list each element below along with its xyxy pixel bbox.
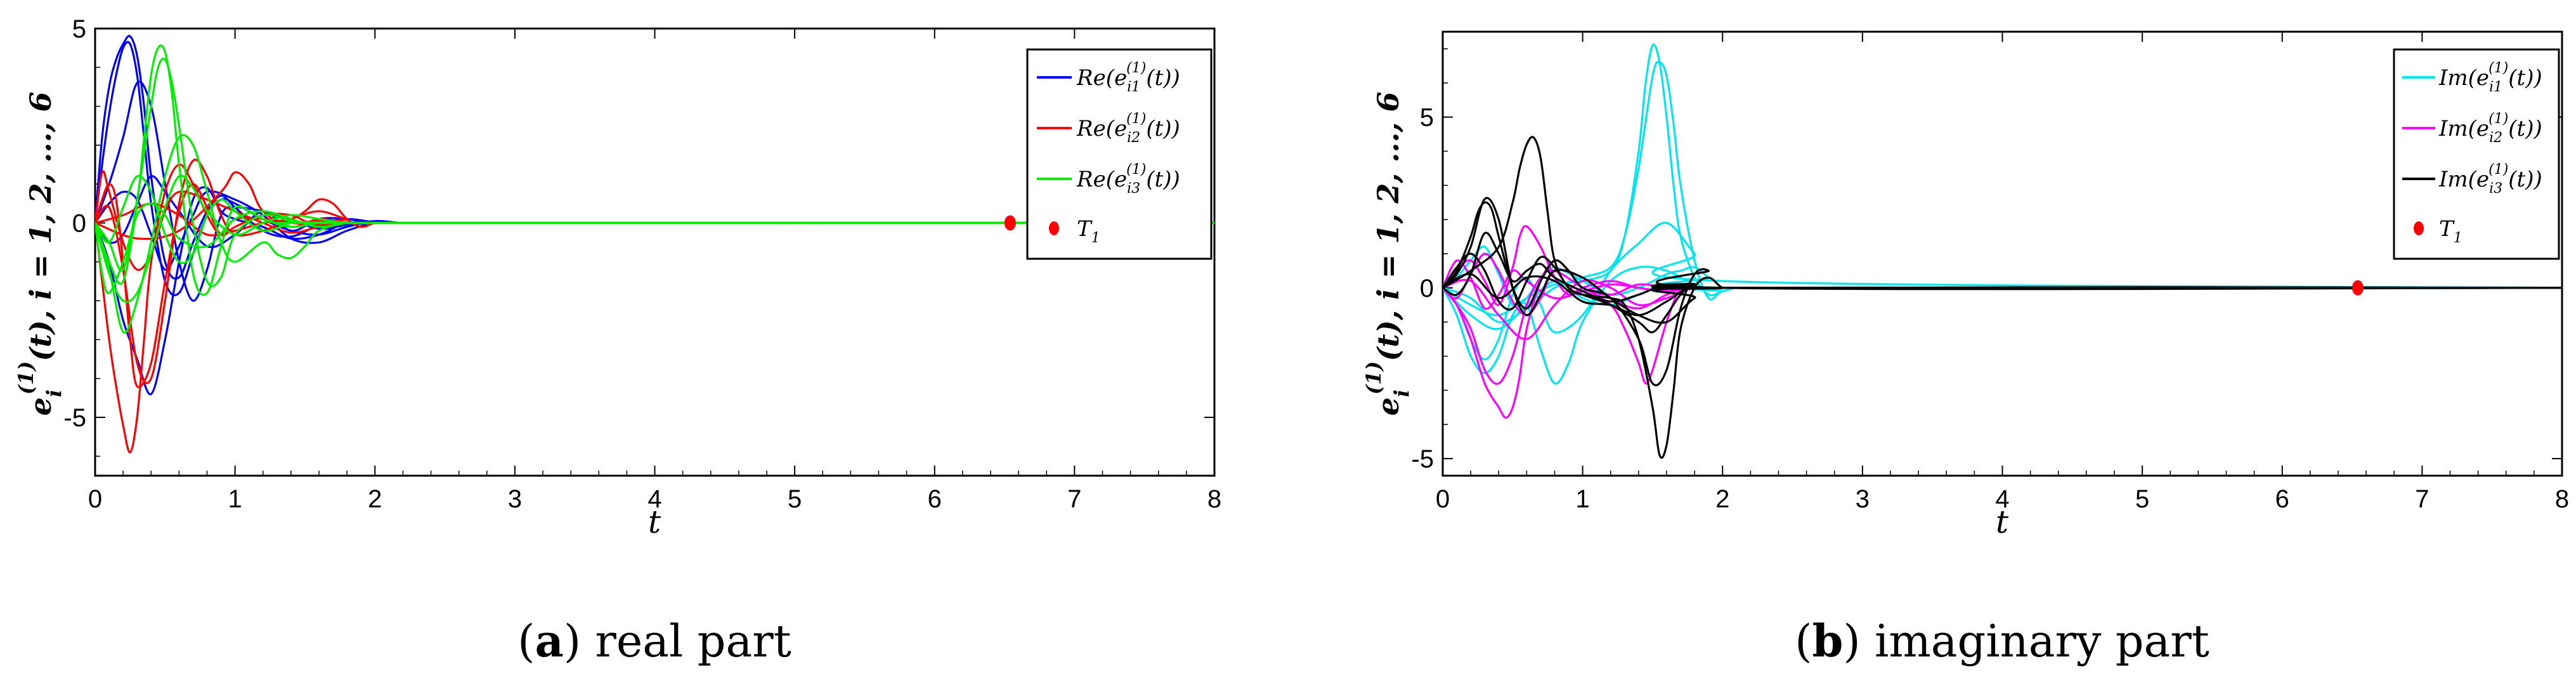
panel-a-series-3-curve-6 [95, 202, 1214, 294]
panel-b-ytick-label-1: 0 [1420, 275, 1434, 303]
svg-text:ei(1)(t), i = 1, 2, ..., 6: ei(1)(t), i = 1, 2, ..., 6 [14, 92, 66, 416]
panel-b-caption-text: imaginary part [1875, 615, 2209, 667]
panel-a-xtick-label-2: 2 [368, 485, 382, 513]
panel-b-xtick-label-8: 8 [2555, 485, 2569, 513]
panel-a-xtick-label-6: 6 [928, 485, 942, 513]
svg-text:ei(1)(t), i = 1, 2, ..., 6: ei(1)(t), i = 1, 2, ..., 6 [1362, 92, 1414, 416]
panel-a-xtick-label-0: 0 [88, 485, 102, 513]
panel-b-xtick-label-6: 6 [2275, 485, 2289, 513]
panel-b-ytick-label-2: 5 [1420, 104, 1434, 132]
panel-a: 0 1 2 3 4 5 6 7 8 -5 0 5 t ei(1)(t), i = 1, 2, ...,… [14, 15, 1221, 667]
panel-a-legend-box [1026, 48, 1213, 260]
panel-a-caption: (a) real part [517, 615, 791, 667]
panel-a-caption-label: a [535, 615, 563, 667]
panel-a-ytick-label-1: 0 [72, 210, 86, 238]
panel-b-t1-marker [2352, 280, 2364, 296]
panel-a-ytick-label-2: 5 [72, 15, 86, 43]
panel-a-xtick-label-4: 4 [647, 485, 661, 513]
panel-b-ylabel: ei(1)(t), i = 1, 2, ..., 6 [1362, 92, 1414, 416]
panel-a-curves [95, 35, 1214, 453]
panel-a-xtick-label-3: 3 [508, 485, 522, 513]
panel-a-ylabel: ei(1)(t), i = 1, 2, ..., 6 [14, 92, 66, 416]
panel-a-legend-label-2: Re(ei2(1)(t)) [1076, 111, 1180, 146]
panel-a-legend-marker [1049, 221, 1059, 235]
panel-b-legend-marker [2414, 221, 2424, 235]
panel-b-legend: Im(ei1(1)(t)) Im(ei2(1)(t)) Im(ei3(1)(t)… [2393, 48, 2560, 260]
panel-b-series-3-curve-6 [1443, 273, 2562, 316]
panel-a-xtick-label-1: 1 [228, 485, 242, 513]
panel-a-xtick-label-7: 7 [1067, 485, 1081, 513]
panel-b-xtick-label-7: 7 [2415, 485, 2429, 513]
panel-b-markers [2352, 280, 2364, 296]
panel-b-ytick-label-0: -5 [1411, 445, 1434, 473]
panel-b-caption-label: b [1812, 615, 1843, 667]
panel-b-xlabel: t [1996, 504, 2009, 540]
panel-b-curves [1443, 43, 2562, 459]
panel-b-caption: (b) imaginary part [1795, 615, 2209, 667]
panel-b: 0 1 2 3 4 5 6 7 8-505 t ei(1)(t), i = 1, 2, ...,… [1362, 30, 2569, 667]
panel-a-ytick-label-0: -5 [63, 404, 86, 432]
panel-b-xtick-label-1: 1 [1576, 485, 1590, 513]
panel-b-xtick-label-3: 3 [1856, 485, 1870, 513]
panel-b-xtick-label-5: 5 [2135, 485, 2149, 513]
panel-a-caption-text: real part [595, 615, 791, 667]
panel-a-axes: 0 1 2 3 4 5 6 7 8 -5 0 5 [63, 15, 1221, 513]
panel-a-legend: Re(ei1(1)(t)) Re(ei2(1)(t)) Re(ei3(1)(t)… [1026, 48, 1213, 260]
panel-b-xtick-label-0: 0 [1436, 485, 1450, 513]
panel-a-markers [1004, 215, 1016, 231]
panel-a-xtick-label-8: 8 [1207, 485, 1221, 513]
panel-a-t1-marker [1004, 215, 1016, 231]
panel-b-axes: 0 1 2 3 4 5 6 7 8-505 [1411, 32, 2569, 513]
panel-b-plot-area [1441, 30, 2563, 477]
panel-b-xtick-label-2: 2 [1715, 485, 1729, 513]
panel-a-xlabel: t [648, 504, 661, 540]
panel-a-xtick-label-5: 5 [788, 485, 802, 513]
panel-b-xtick-label-4: 4 [1995, 485, 2009, 513]
